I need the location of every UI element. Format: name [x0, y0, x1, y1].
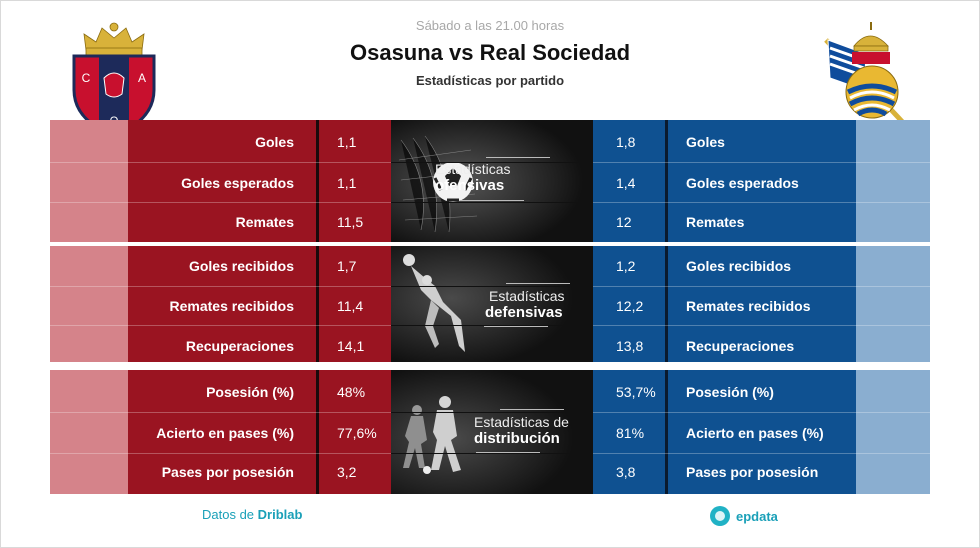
section-distribution: Posesión (%) 48% 53,7% Posesión (%) Acie…: [50, 370, 930, 494]
home-stat-value: 48%: [337, 384, 366, 400]
epdata-brand-name: epdata: [736, 508, 778, 524]
away-stat-label: Remates recibidos: [686, 298, 811, 314]
goalkeeper-icon: [391, 246, 593, 362]
away-stat-value: 1,2: [616, 258, 636, 274]
home-stat-value: 1,7: [337, 258, 357, 274]
epdata-logo-icon: [710, 506, 730, 526]
away-stat-value: 12,2: [616, 298, 644, 314]
section-offensive-banner: [391, 120, 593, 242]
home-stat-value: 1,1: [337, 175, 357, 191]
home-stat-label: Pases por posesión: [161, 464, 294, 480]
away-stat-label: Pases por posesión: [686, 464, 819, 480]
home-stat-value: 14,1: [337, 338, 365, 354]
away-stat-value: 3,8: [616, 464, 636, 480]
row-divider: [50, 162, 930, 163]
away-stat-label: Posesión (%): [686, 384, 774, 400]
crest-letter-a: A: [138, 71, 146, 85]
section-defensive-label: Estadísticas defensivas: [485, 288, 565, 321]
football-net-icon: [391, 120, 593, 242]
row-divider: [50, 202, 930, 203]
home-stat-value: 77,6%: [337, 425, 377, 441]
home-stat-value: 11,5: [337, 214, 364, 230]
section-label-line2: defensivas: [485, 304, 563, 321]
data-source-prefix: Datos de: [202, 507, 255, 522]
home-stat-label: Remates: [235, 214, 294, 230]
section-defensive: Goles recibidos 1,7 1,2 Goles recibidos …: [50, 246, 930, 362]
row-divider: [50, 286, 930, 287]
section-label-line1: Estadísticas: [435, 161, 511, 177]
section-label-line2: distribución: [474, 430, 560, 447]
away-stat-value: 81%: [616, 425, 645, 441]
row-divider: [50, 325, 930, 326]
section-distribution-label: Estadísticas de distribución: [474, 414, 569, 447]
label-rule: [486, 157, 550, 158]
away-stat-label: Remates: [686, 214, 745, 230]
home-stat-value: 1,1: [337, 134, 357, 150]
crest-letter-c: C: [82, 71, 91, 85]
away-stat-label: Goles: [686, 134, 725, 150]
section-label-line1: Estadísticas de: [474, 414, 569, 430]
page-subtitle: Estadísticas por partido: [415, 73, 565, 88]
real-sociedad-crest-icon: [824, 22, 912, 132]
row-divider: [50, 453, 930, 454]
away-stat-value: 1,4: [616, 175, 636, 191]
section-label-line1: Estadísticas: [489, 288, 565, 304]
home-stat-label: Remates recibidos: [169, 298, 295, 314]
label-rule: [460, 200, 524, 201]
section-distribution-banner: [391, 370, 593, 494]
section-label-line2: ofensivas: [435, 177, 505, 194]
players-icon: [391, 370, 593, 494]
section-defensive-banner: [391, 246, 593, 362]
label-rule: [476, 452, 540, 453]
row-divider: [50, 412, 930, 413]
away-stat-value: 1,8: [616, 134, 636, 150]
section-offensive: Goles 1,1 1,8 Goles Goles esperados 1,1 …: [50, 120, 930, 242]
home-stat-label: Recuperaciones: [185, 338, 294, 354]
data-source-name: Driblab: [257, 507, 303, 522]
home-stat-label: Goles esperados: [181, 175, 294, 191]
away-stat-value: 12: [616, 214, 632, 230]
home-stat-label: Acierto en pases (%): [156, 425, 294, 441]
epdata-brand: epdata: [710, 505, 778, 527]
home-stat-value: 11,4: [337, 298, 364, 314]
label-rule: [500, 409, 564, 410]
away-stat-value: 13,8: [616, 338, 644, 354]
away-stat-value: 53,7%: [616, 384, 656, 400]
away-stat-label: Goles recibidos: [686, 258, 792, 274]
home-stat-value: 3,2: [337, 464, 357, 480]
label-rule: [506, 283, 570, 284]
away-stat-label: Recuperaciones: [686, 338, 795, 354]
home-stat-label: Posesión (%): [206, 384, 294, 400]
section-offensive-label: Estadísticas ofensivas: [435, 161, 510, 194]
label-rule: [484, 326, 548, 327]
home-stat-label: Goles: [255, 134, 294, 150]
away-stat-label: Goles esperados: [686, 175, 799, 191]
data-source: Datos de Driblab: [202, 507, 302, 522]
home-stat-label: Goles recibidos: [188, 258, 294, 274]
away-stat-label: Acierto en pases (%): [686, 425, 824, 441]
page-title: Osasuna vs Real Sociedad: [349, 40, 631, 65]
page-kicker: Sábado a las 21.00 horas: [415, 18, 565, 33]
